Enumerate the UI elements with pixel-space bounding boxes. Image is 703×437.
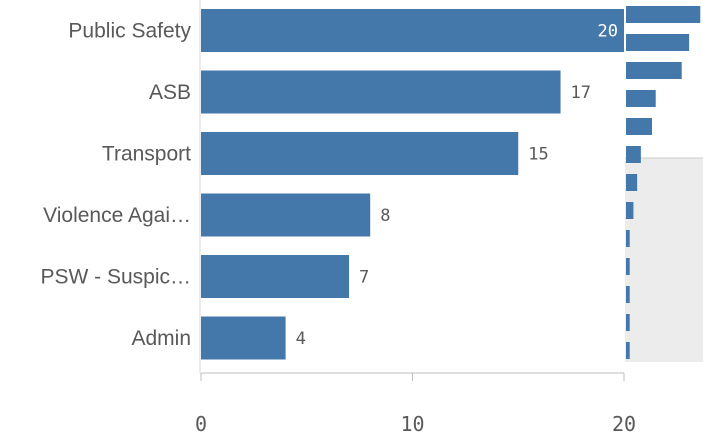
minimap-bar [626,62,682,79]
bars-layer [201,9,624,360]
minimap-bar [626,6,701,23]
bar-admin[interactable] [201,316,286,360]
minimap-bar [626,118,652,135]
category-label-public-safety: Public Safety [68,20,191,43]
scroll-minimap[interactable] [625,0,703,362]
x-tick-label-0: 0 [195,412,207,436]
bar-violence-agai[interactable] [201,193,371,237]
value-label-public-safety: 20 [598,22,618,42]
value-label-transport: 15 [528,145,548,165]
bar-transport[interactable] [201,132,519,175]
value-labels: 20 17 15 8 7 4 [296,22,618,350]
minimap-bar [626,34,690,51]
minimap-bar [626,230,630,247]
x-axis: 0 10 20 [195,0,636,436]
category-labels: Public Safety ASB Transport Violence Agai… P… [40,20,191,351]
value-label-asb: 17 [571,83,591,103]
minimap-bar [626,174,638,191]
value-label-admin: 4 [296,329,306,349]
category-label-transport: Transport [102,143,191,166]
minimap-offscreen-area [625,158,703,362]
bar-public-safety[interactable] [201,9,624,52]
x-tick-label-10: 10 [400,412,424,436]
category-label-admin: Admin [131,327,191,350]
category-label-asb: ASB [149,81,191,104]
value-label-psw-suspic: 7 [359,268,369,288]
category-label-violence-agai: Violence Agai… [43,204,191,227]
minimap-bar [626,342,630,359]
category-label-psw-suspic: PSW - Suspic… [40,266,191,289]
minimap-bar [626,90,656,107]
minimap-bar [626,314,630,331]
minimap-bar [626,202,634,219]
x-tick-label-20: 20 [612,412,636,436]
bar-psw-suspic[interactable] [201,255,350,298]
minimap-bar [626,258,630,275]
minimap-bar [626,146,641,163]
bar-asb[interactable] [201,70,561,114]
minimap-bar [626,286,630,303]
value-label-violence-agai: 8 [380,206,390,226]
